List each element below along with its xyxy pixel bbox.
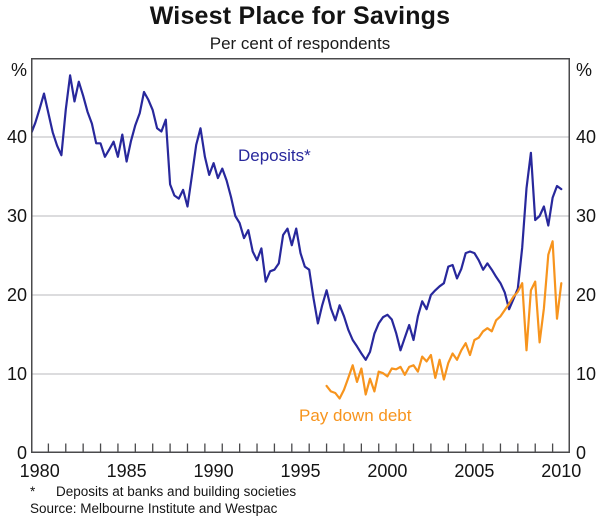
- x-axis-label-1980: 1980: [19, 461, 60, 481]
- line-chart-canvas: [31, 58, 570, 453]
- x-axis-label-2010: 2010: [541, 461, 582, 481]
- footnote-asterisk-symbol: *: [30, 484, 36, 499]
- y-axis-label-right-0: 0: [576, 443, 587, 463]
- y-axis-unit-left: %: [10, 60, 27, 80]
- y-axis-label-left-10: 10: [6, 364, 27, 384]
- chart-subtitle: Per cent of respondents: [209, 34, 391, 53]
- plot-frame: [31, 58, 570, 453]
- y-axis-label-left-0: 0: [16, 443, 27, 463]
- y-axis-label-right-20: 20: [576, 285, 597, 305]
- footnote-asterisk-text: Deposits at banks and building societies: [56, 484, 297, 499]
- footnote-line: * Deposits at banks and building societi…: [0, 484, 600, 500]
- y-axis-label-left-30: 30: [6, 206, 27, 226]
- footnote-source: Source: Melbourne Institute and Westpac: [30, 501, 278, 516]
- x-axis-label-1995: 1995: [280, 461, 321, 481]
- y-axis-label-right-40: 40: [576, 127, 597, 147]
- deposits-line: [31, 74, 563, 361]
- x-axis-label-2005: 2005: [454, 461, 495, 481]
- x-axis-label-2000: 2000: [367, 461, 408, 481]
- y-axis-label-right-30: 30: [576, 206, 597, 226]
- y-axis-label-right-10: 10: [576, 364, 597, 384]
- y-axis-unit-right: %: [576, 60, 593, 80]
- pay-down-debt-series-label: Pay down debt: [299, 406, 412, 425]
- y-axis-label-left-20: 20: [6, 285, 27, 305]
- chart-title: Wisest Place for Savings: [149, 2, 451, 30]
- y-axis-label-left-40: 40: [6, 127, 27, 147]
- x-axis-label-1985: 1985: [106, 461, 147, 481]
- deposits-series-label: Deposits*: [238, 146, 311, 165]
- pay-down-debt-line: [325, 240, 563, 400]
- plot-area: [31, 58, 570, 453]
- x-axis-label-1990: 1990: [193, 461, 234, 481]
